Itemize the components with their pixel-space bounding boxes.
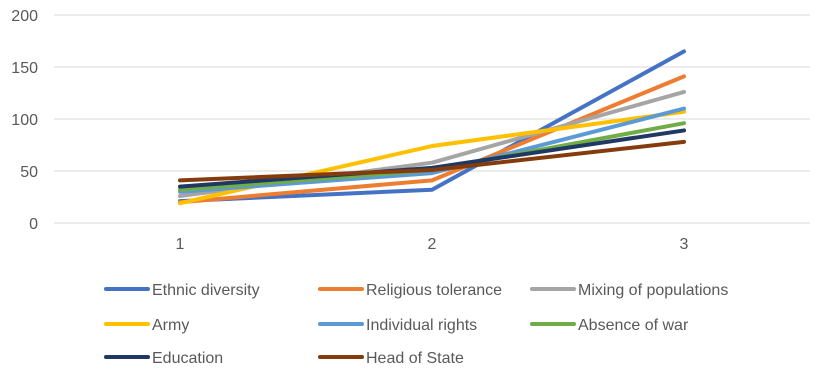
legend-item: Ethnic diversity bbox=[104, 282, 260, 299]
x-axis-tick-labels: 1 2 3 bbox=[176, 236, 689, 253]
legend-item: Individual rights bbox=[318, 317, 477, 334]
legend-item: Religious tolerance bbox=[318, 282, 502, 299]
x-tick-label: 2 bbox=[428, 236, 437, 253]
series-line-0 bbox=[178, 49, 686, 204]
legend-item: Mixing of populations bbox=[530, 282, 728, 299]
legend-label: Individual rights bbox=[366, 317, 477, 334]
legend-item: Absence of war bbox=[530, 317, 689, 334]
legend-label: Absence of war bbox=[578, 317, 689, 334]
y-tick-label: 0 bbox=[29, 216, 38, 233]
legend-item: Head of State bbox=[318, 350, 464, 367]
legend-item: Army bbox=[104, 317, 189, 334]
series-lines bbox=[178, 49, 686, 206]
y-tick-label: 200 bbox=[11, 8, 38, 25]
series-line-6 bbox=[178, 128, 686, 189]
series-line-7 bbox=[178, 139, 686, 183]
legend-label: Religious tolerance bbox=[366, 282, 502, 299]
legend-label: Education bbox=[152, 350, 223, 367]
legend-label: Head of State bbox=[366, 350, 464, 367]
y-tick-label: 100 bbox=[11, 112, 38, 129]
legend-label: Mixing of populations bbox=[578, 282, 728, 299]
legend: Ethnic diversity Religious tolerance Mixin… bbox=[104, 282, 728, 367]
y-axis-tick-labels: 0 50 100 150 200 bbox=[11, 8, 38, 233]
legend-item: Education bbox=[104, 350, 223, 367]
series-line-4 bbox=[178, 106, 686, 194]
legend-label: Army bbox=[152, 317, 189, 334]
y-tick-label: 150 bbox=[11, 60, 38, 77]
series-line-1 bbox=[178, 74, 686, 205]
y-tick-label: 50 bbox=[20, 164, 38, 181]
x-tick-label: 3 bbox=[680, 236, 689, 253]
gridlines bbox=[54, 14, 810, 224]
x-tick-label: 1 bbox=[176, 236, 185, 253]
legend-label: Ethnic diversity bbox=[152, 282, 260, 299]
